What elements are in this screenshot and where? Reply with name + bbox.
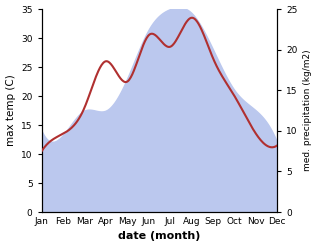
Y-axis label: med. precipitation (kg/m2): med. precipitation (kg/m2) [303, 50, 313, 171]
Y-axis label: max temp (C): max temp (C) [5, 75, 16, 146]
X-axis label: date (month): date (month) [118, 231, 201, 242]
